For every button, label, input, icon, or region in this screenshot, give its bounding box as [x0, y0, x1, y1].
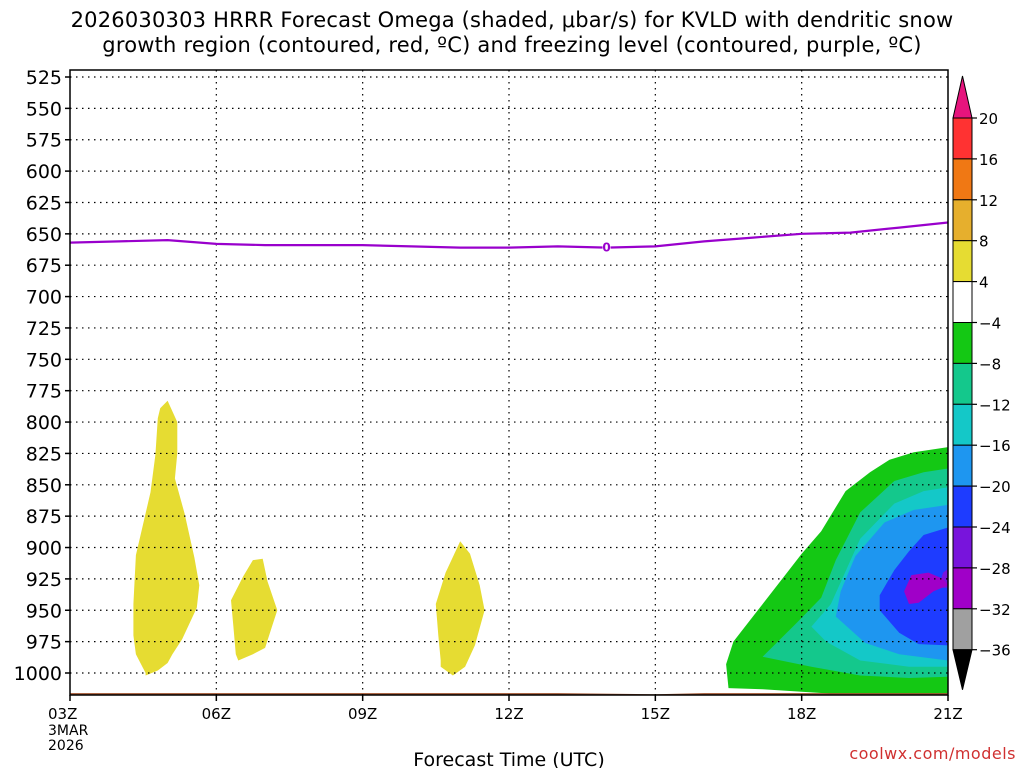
- colorbar-bin: [952, 567, 973, 610]
- y-tick-label: 800: [26, 412, 62, 434]
- colorbar-label: −8: [979, 355, 1001, 373]
- colorbar-bottom-arrow: [952, 649, 973, 690]
- y-tick-label: 725: [26, 318, 62, 340]
- colorbar-bin: [952, 444, 973, 487]
- colorbar-label: −32: [979, 601, 1011, 619]
- colorbar-bin: [952, 485, 973, 528]
- x-axis-title: Forecast Time (UTC): [413, 749, 604, 768]
- omega-positive-region-1: [133, 400, 200, 676]
- y-tick-label: 875: [26, 506, 62, 528]
- colorbar-bin: [952, 117, 973, 160]
- y-tick-label: 850: [26, 475, 62, 497]
- x-tick-label: 15Z: [641, 705, 670, 723]
- freezing-level-line: [70, 221, 948, 249]
- y-tick-label: 650: [26, 224, 62, 246]
- x-tick-label: 21Z: [933, 705, 962, 723]
- colorbar-bin: [952, 526, 973, 569]
- omega-colorbar: 20 16 12 8 4 −4 −8 −12 −16 −20 −24 −28 −32 −36: [952, 75, 1011, 690]
- y-tick-label: 550: [26, 98, 62, 120]
- y-tick-label: 775: [26, 381, 62, 403]
- y-tick-label: 525: [26, 67, 62, 89]
- y-tick-label: 950: [26, 600, 62, 622]
- y-tick-label: 600: [26, 161, 62, 183]
- colorbar-label: 20: [979, 110, 998, 128]
- y-tick-label: 900: [26, 538, 62, 560]
- y-tick-label: 1000: [14, 663, 62, 685]
- colorbar-label: −4: [979, 315, 1001, 333]
- colorbar-label: −20: [979, 478, 1011, 496]
- x-tick-label: 09Z: [348, 705, 377, 723]
- colorbar-label: −12: [979, 396, 1011, 414]
- x-tick-label: 12Z: [494, 705, 523, 723]
- x-date-label: 2026: [48, 738, 84, 754]
- colorbar-bin: [952, 322, 973, 364]
- y-tick-label: 625: [26, 192, 62, 214]
- colorbar-bin: [952, 403, 973, 446]
- grid-layer: [70, 70, 948, 695]
- omega-positive-region-2: [231, 558, 278, 661]
- axes-layer: 525 550 575 600 625 650 675 700 725 750 775 800 825 8…: [14, 67, 963, 768]
- colorbar-bin: [952, 362, 973, 405]
- colorbar-label: 12: [979, 192, 998, 210]
- omega-positive-region-3: [435, 541, 485, 676]
- y-tick-label: 825: [26, 443, 62, 465]
- freezing-level-label: 0: [602, 240, 610, 254]
- colorbar-label: −36: [979, 642, 1011, 660]
- colorbar-top-arrow: [952, 75, 973, 119]
- colorbar-bin: [952, 199, 973, 242]
- site-credit: coolwx.com/models: [849, 744, 1016, 763]
- y-tick-label: 975: [26, 632, 62, 654]
- chart-title-line-2: growth region (contoured, red, ºC) and f…: [102, 33, 922, 57]
- chart-title-line-1: 2026030303 HRRR Forecast Omega (shaded, …: [70, 8, 954, 32]
- omega-shading-layer: [70, 400, 948, 695]
- colorbar-bin: [952, 281, 973, 324]
- y-tick-label: 700: [26, 287, 62, 309]
- y-tick-label: 675: [26, 255, 62, 277]
- x-tick-label: 03Z: [48, 705, 77, 723]
- x-date-label: 3MAR: [48, 723, 89, 739]
- colorbar-label: −24: [979, 519, 1011, 537]
- contour-layer: 0: [70, 221, 948, 254]
- omega-negative-region-7: [904, 572, 948, 604]
- colorbar-bin: [952, 608, 973, 651]
- freezing-level-label-bg: [602, 238, 611, 254]
- colorbar-label: 16: [979, 151, 998, 169]
- colorbar-label: 4: [979, 274, 989, 292]
- y-tick-label: 575: [26, 130, 62, 152]
- x-tick-label: 06Z: [202, 705, 231, 723]
- y-tick-label: 925: [26, 569, 62, 591]
- colorbar-label: −16: [979, 437, 1011, 455]
- colorbar-bin: [952, 240, 973, 283]
- colorbar-bin: [952, 158, 973, 201]
- colorbar-label: −28: [979, 560, 1011, 578]
- y-tick-label: 750: [26, 349, 62, 371]
- colorbar-label: 8: [979, 233, 989, 251]
- x-tick-label: 18Z: [787, 705, 816, 723]
